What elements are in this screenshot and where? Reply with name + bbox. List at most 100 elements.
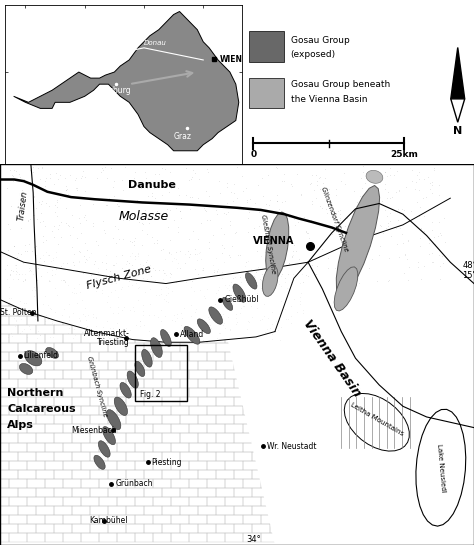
Bar xyxy=(18,488,36,497)
Bar xyxy=(45,443,63,452)
Text: 15': 15' xyxy=(462,271,474,280)
Bar xyxy=(117,497,135,506)
Text: Altenmarkt-
Triesting: Altenmarkt- Triesting xyxy=(83,329,129,347)
Bar xyxy=(252,325,270,334)
Bar xyxy=(279,352,297,361)
Bar xyxy=(261,461,279,470)
Bar xyxy=(234,252,252,261)
Bar xyxy=(198,343,216,352)
Bar xyxy=(126,270,144,279)
Bar xyxy=(0,325,18,334)
Bar xyxy=(207,515,225,524)
Bar xyxy=(9,533,27,542)
Text: Danube: Danube xyxy=(128,179,176,190)
Bar xyxy=(27,298,45,306)
Bar xyxy=(297,461,315,470)
Bar xyxy=(72,325,90,334)
Bar xyxy=(234,506,252,515)
Bar xyxy=(117,370,135,379)
Text: Northern: Northern xyxy=(7,387,64,398)
Bar xyxy=(0,479,9,488)
Bar xyxy=(45,533,63,542)
Bar xyxy=(63,533,81,542)
Bar xyxy=(189,515,207,524)
Bar xyxy=(135,261,153,270)
Bar xyxy=(63,243,81,252)
Polygon shape xyxy=(416,409,466,526)
Bar xyxy=(144,452,162,461)
Bar xyxy=(234,415,252,425)
Bar xyxy=(171,479,189,488)
Text: 0: 0 xyxy=(250,150,256,159)
Bar xyxy=(45,352,63,361)
Bar xyxy=(0,261,9,270)
Bar xyxy=(234,488,252,497)
Bar xyxy=(63,443,81,452)
Bar xyxy=(0,488,18,497)
Bar xyxy=(108,306,126,316)
Bar xyxy=(252,288,270,298)
Bar xyxy=(117,533,135,542)
Bar xyxy=(297,533,315,542)
Bar xyxy=(288,488,306,497)
Bar xyxy=(288,433,306,443)
Bar xyxy=(279,479,297,488)
Bar xyxy=(279,334,297,343)
Bar xyxy=(99,406,117,415)
Bar xyxy=(180,252,198,261)
Bar xyxy=(36,433,54,443)
Bar xyxy=(189,497,207,506)
Polygon shape xyxy=(46,348,59,359)
Bar xyxy=(99,370,117,379)
Bar xyxy=(297,298,315,306)
Bar xyxy=(126,343,144,352)
Bar xyxy=(63,388,81,397)
Bar xyxy=(81,479,99,488)
Bar xyxy=(306,270,324,279)
Bar xyxy=(225,497,243,506)
Bar xyxy=(135,425,153,433)
Bar xyxy=(306,288,324,298)
Text: Salzburg: Salzburg xyxy=(98,86,131,95)
Bar xyxy=(54,288,72,298)
Bar xyxy=(18,470,36,479)
Bar xyxy=(198,452,216,461)
Bar xyxy=(189,352,207,361)
Bar xyxy=(90,379,108,388)
Bar xyxy=(36,397,54,406)
Bar xyxy=(63,334,81,343)
Bar xyxy=(45,515,63,524)
Bar xyxy=(189,334,207,343)
Bar xyxy=(270,470,288,479)
Bar xyxy=(288,506,306,515)
Polygon shape xyxy=(451,47,465,99)
Bar xyxy=(297,515,315,524)
Bar xyxy=(81,370,99,379)
Bar xyxy=(189,443,207,452)
Bar xyxy=(117,243,135,252)
Bar xyxy=(0,379,18,388)
Bar xyxy=(234,379,252,388)
Bar xyxy=(198,415,216,425)
Bar xyxy=(225,443,243,452)
Bar xyxy=(36,506,54,515)
Polygon shape xyxy=(184,326,200,344)
Bar xyxy=(252,524,270,533)
Bar xyxy=(72,343,90,352)
Bar xyxy=(18,325,36,334)
Bar xyxy=(153,479,171,488)
Bar xyxy=(306,524,324,533)
Bar xyxy=(45,388,63,397)
Bar xyxy=(36,361,54,370)
Text: Kambühel: Kambühel xyxy=(89,517,128,525)
Bar xyxy=(117,352,135,361)
Bar xyxy=(306,397,324,406)
Bar xyxy=(180,433,198,443)
Bar xyxy=(279,406,297,415)
Bar xyxy=(198,325,216,334)
Bar xyxy=(252,343,270,352)
Bar xyxy=(153,279,171,288)
Bar xyxy=(171,370,189,379)
Bar xyxy=(153,425,171,433)
Bar xyxy=(207,533,225,542)
